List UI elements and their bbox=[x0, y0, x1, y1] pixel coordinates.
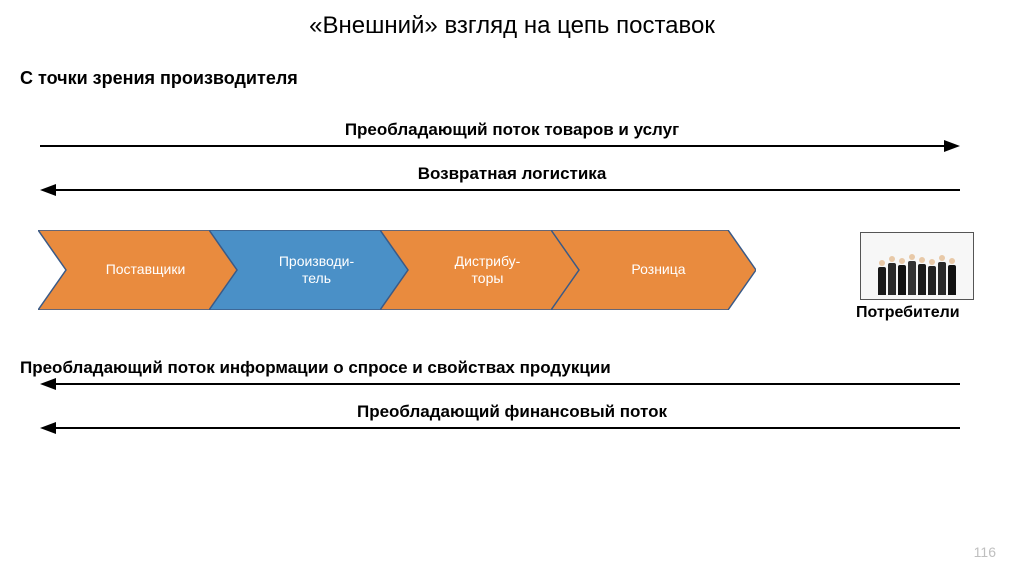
subtitle: С точки зрения производителя bbox=[20, 68, 298, 89]
flow-label-info: Преобладающий поток информации о спросе … bbox=[20, 358, 1004, 378]
consumers-image bbox=[860, 232, 974, 300]
flow-label-reverse: Возвратная логистика bbox=[0, 164, 1024, 184]
arrow-info bbox=[54, 383, 960, 385]
arrow-info-head bbox=[40, 378, 56, 390]
arrow-goods-head bbox=[944, 140, 960, 152]
arrow-finance-head bbox=[40, 422, 56, 434]
person-icon bbox=[888, 256, 896, 295]
person-icon bbox=[878, 260, 886, 295]
arrow-reverse bbox=[54, 189, 960, 191]
chain-node-label: Розница bbox=[551, 230, 756, 310]
person-icon bbox=[928, 259, 936, 295]
flow-label-finance: Преобладающий финансовый поток bbox=[0, 402, 1024, 422]
page-number: 116 bbox=[974, 544, 996, 560]
person-icon bbox=[908, 254, 916, 295]
consumers-label: Потребители bbox=[856, 304, 960, 322]
person-icon bbox=[938, 255, 946, 295]
flow-label-goods: Преобладающий поток товаров и услуг bbox=[0, 120, 1024, 140]
person-icon bbox=[918, 257, 926, 295]
person-icon bbox=[948, 258, 956, 295]
person-icon bbox=[898, 258, 906, 295]
arrow-finance bbox=[54, 427, 960, 429]
arrow-goods bbox=[40, 145, 946, 147]
supply-chain: ПоставщикиПроизводи-тельДистрибу-торыРоз… bbox=[38, 230, 998, 320]
chain-node-3: Розница bbox=[551, 230, 756, 310]
arrow-reverse-head bbox=[40, 184, 56, 196]
page-title: «Внешний» взгляд на цепь поставок bbox=[0, 12, 1024, 40]
